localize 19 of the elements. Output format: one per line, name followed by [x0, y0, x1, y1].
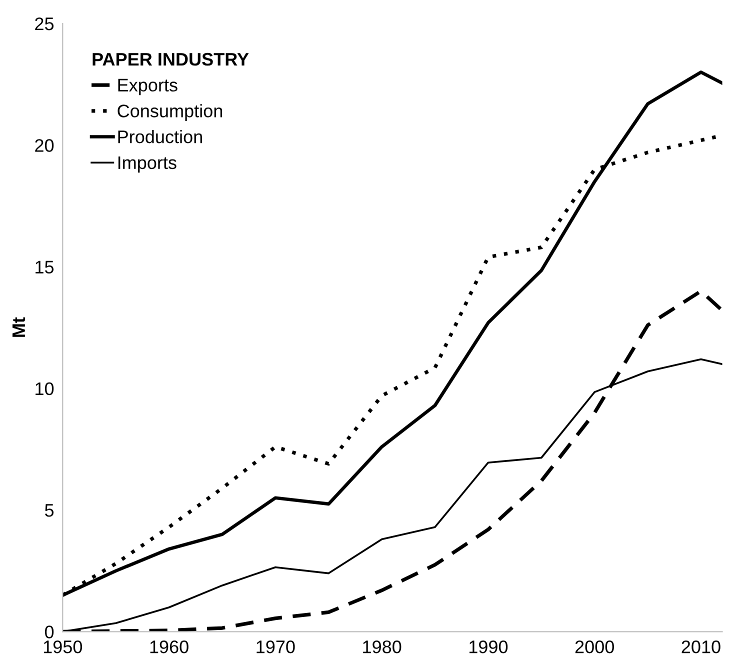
legend-label: Production: [118, 130, 202, 144]
y-tick-label: 10: [36, 382, 54, 396]
y-tick-label: 5: [44, 504, 54, 517]
y-tick-label: 25: [35, 17, 54, 30]
x-tick-label: 1980: [363, 640, 402, 654]
y-tick-label: 15: [36, 260, 54, 274]
y-tick-label: 0: [44, 626, 54, 638]
legend-title: PAPER INDUSTRY: [92, 52, 249, 66]
x-tick-label: 1990: [470, 640, 508, 654]
legend-label: Exports: [118, 78, 178, 96]
y-axis-title: Mt: [12, 317, 26, 337]
x-tick-label: 1970: [256, 640, 295, 654]
y-tick-label: 20: [35, 139, 54, 152]
x-tick-label: 2010: [682, 640, 720, 654]
x-tick-label: 1960: [150, 640, 188, 654]
legend-label: Imports: [118, 156, 176, 173]
legend-label: Consumption: [118, 104, 222, 121]
x-tick-label: 1950: [44, 640, 82, 654]
x-tick-label: 2000: [575, 640, 614, 654]
